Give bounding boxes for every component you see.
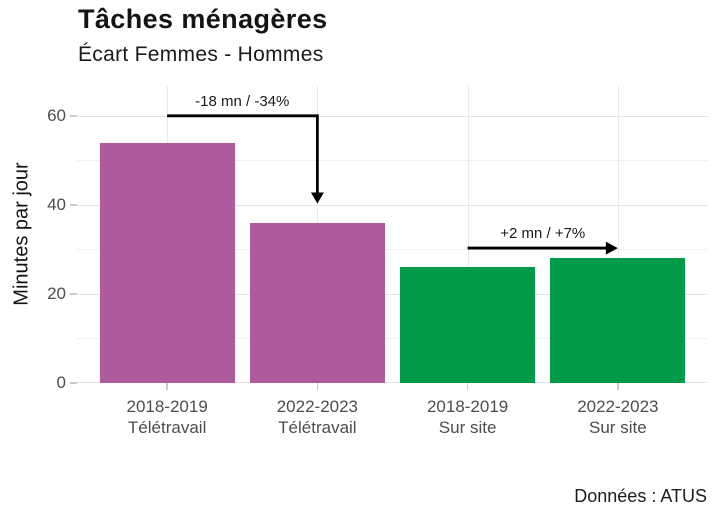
y-tick-mark	[70, 115, 77, 117]
bar-2018-2019-teletravail	[99, 142, 235, 383]
gridline-minor	[77, 249, 708, 251]
y-tick-label: 20	[47, 283, 66, 303]
chart-title: Tâches ménagères	[78, 4, 328, 34]
y-tick-mark	[70, 382, 77, 384]
y-tick-label: 0	[56, 373, 66, 392]
x-axis-label-line: 2018-2019	[126, 397, 208, 416]
chart-subtitle: Écart Femmes - Hommes	[78, 43, 324, 66]
x-axis-label-line: Sur site	[589, 418, 647, 437]
annotation-text: +2 mn / +7%	[500, 225, 586, 243]
bar-2022-2023-teletravail	[249, 222, 385, 383]
x-tick-mark	[316, 383, 319, 390]
gridline-major	[77, 381, 708, 383]
gridline-major	[77, 115, 708, 117]
x-tick-mark	[617, 383, 619, 390]
y-tick-mark	[70, 204, 77, 206]
x-axis-label-line: Sur site	[438, 418, 497, 437]
x-tick-mark	[166, 383, 168, 390]
gridline-minor	[77, 338, 708, 340]
x-axis-label-2022-2023-teletravail: 2022-2023 Télétravail	[232, 396, 402, 438]
data-source-caption: Données : ATUS	[574, 486, 707, 506]
x-axis-label-2018-2019-sur-site: 2018-2019 Sur site	[383, 396, 553, 438]
x-tick-mark	[466, 383, 469, 390]
x-axis-label-line: Télétravail	[127, 418, 207, 437]
annotation-text: -18 mn / -34%	[195, 92, 290, 110]
bar-2022-2023-sur-site	[550, 258, 686, 383]
plot-area	[77, 86, 708, 383]
y-tick-label: 60	[47, 105, 66, 125]
x-axis-label-line: 2018-2019	[426, 397, 509, 416]
gridline-major	[77, 293, 708, 295]
bar-2018-2019-sur-site	[400, 267, 536, 383]
gridline-vertical	[617, 86, 619, 383]
gridline-major	[77, 204, 708, 206]
y-tick-label: 40	[47, 194, 66, 214]
y-tick-mark	[70, 293, 77, 295]
x-axis-label-line: Télétravail	[278, 418, 357, 437]
gridline-minor	[77, 160, 708, 162]
x-axis-label-line: 2022-2023	[577, 397, 659, 416]
gridline-vertical	[467, 86, 469, 383]
x-axis-label-2018-2019-teletravail: 2018-2019 Télétravail	[82, 396, 252, 438]
x-axis-label-2022-2023-sur-site: 2022-2023 Sur site	[533, 396, 703, 438]
x-axis-label-line: 2022-2023	[276, 397, 359, 416]
